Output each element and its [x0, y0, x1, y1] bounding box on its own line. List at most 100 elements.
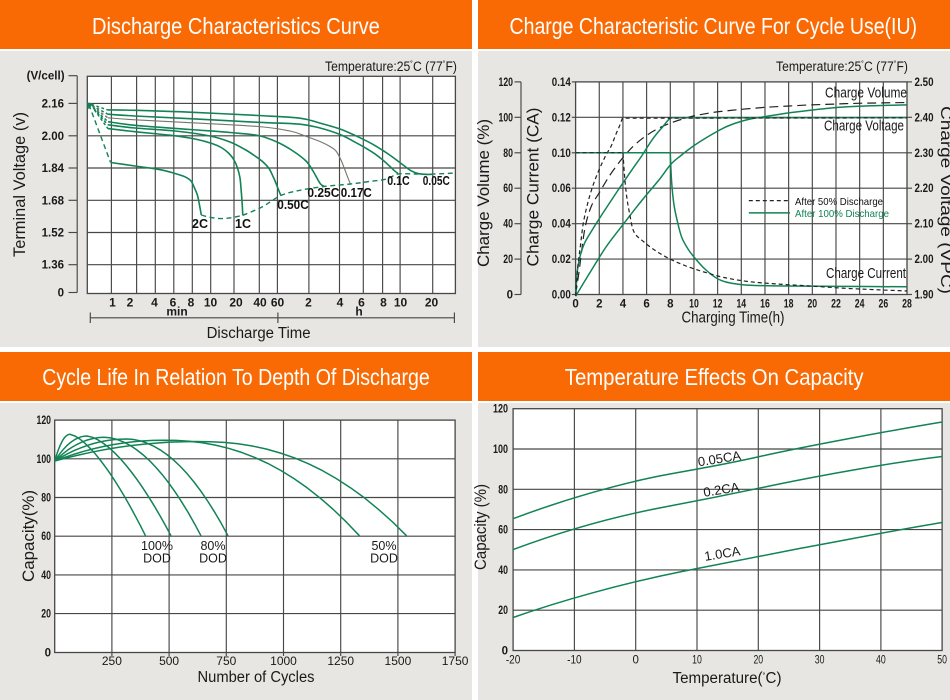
svg-text:2.10: 2.10	[915, 219, 934, 231]
svg-text:Capacity(%): Capacity(%)	[20, 490, 38, 582]
svg-text:Charge Current: Charge Current	[826, 265, 907, 282]
svg-text:50: 50	[937, 654, 947, 666]
svg-text:750: 750	[216, 654, 236, 668]
svg-text:2.00: 2.00	[42, 131, 64, 143]
svg-text:1500: 1500	[385, 654, 412, 668]
svg-text:0: 0	[45, 648, 51, 660]
svg-text:40: 40	[498, 565, 508, 577]
svg-text:30: 30	[815, 654, 825, 666]
svg-text:2.00: 2.00	[915, 254, 934, 266]
svg-text:Temperature:25˚C (77˚F): Temperature:25˚C (77˚F)	[325, 59, 457, 74]
svg-text:1.36: 1.36	[42, 260, 64, 272]
svg-text:0.12: 0.12	[552, 112, 571, 124]
svg-text:100%: 100%	[141, 539, 173, 553]
svg-text:2C: 2C	[192, 217, 208, 231]
svg-text:80: 80	[503, 148, 513, 160]
svg-text:DOD: DOD	[370, 552, 398, 566]
svg-text:120: 120	[499, 77, 514, 89]
svg-text:20: 20	[425, 296, 439, 310]
svg-text:Charge Volume: Charge Volume	[825, 85, 907, 102]
svg-text:2: 2	[305, 296, 312, 310]
svg-text:1.84: 1.84	[42, 163, 65, 175]
svg-text:0.25C: 0.25C	[307, 186, 339, 200]
svg-text:Charge Voltage: Charge Voltage	[824, 117, 904, 134]
svg-text:12: 12	[713, 299, 723, 311]
svg-text:2: 2	[596, 299, 602, 311]
svg-text:0.10: 0.10	[552, 148, 571, 160]
svg-text:20: 20	[41, 609, 51, 621]
svg-text:0.2CA: 0.2CA	[702, 479, 740, 500]
svg-text:40: 40	[253, 296, 267, 310]
svg-text:0.14: 0.14	[552, 77, 572, 89]
svg-text:20: 20	[498, 605, 508, 617]
svg-text:20: 20	[229, 296, 243, 310]
svg-text:1: 1	[109, 296, 116, 310]
svg-text:Charge Current (CA): Charge Current (CA)	[525, 108, 543, 267]
svg-text:10: 10	[204, 296, 218, 310]
svg-text:20: 20	[753, 654, 763, 666]
svg-text:Charge Volume (%): Charge Volume (%)	[475, 119, 493, 267]
svg-text:0: 0	[632, 654, 638, 666]
svg-text:min: min	[166, 305, 187, 319]
svg-text:4: 4	[337, 296, 344, 310]
svg-text:120: 120	[493, 404, 508, 416]
svg-text:6: 6	[643, 299, 649, 311]
svg-text:250: 250	[102, 654, 122, 668]
svg-text:20: 20	[807, 299, 817, 311]
svg-text:8: 8	[667, 299, 674, 311]
svg-text:Temperature:25˚C (77˚F): Temperature:25˚C (77˚F)	[776, 59, 908, 74]
svg-text:2.30: 2.30	[915, 148, 934, 160]
svg-text:60: 60	[271, 296, 285, 310]
svg-text:0.05CA: 0.05CA	[697, 448, 742, 470]
svg-text:1000: 1000	[270, 654, 297, 668]
svg-text:40: 40	[503, 219, 513, 231]
svg-text:2.16: 2.16	[42, 98, 64, 110]
svg-text:Terminal Voltage (v): Terminal Voltage (v)	[11, 112, 29, 257]
svg-text:0.00: 0.00	[552, 290, 571, 302]
svg-text:0: 0	[507, 290, 513, 302]
svg-text:14: 14	[736, 299, 746, 311]
svg-text:Charging Time(h): Charging Time(h)	[682, 310, 785, 327]
svg-text:20: 20	[503, 254, 513, 266]
svg-text:Temperature(˚C): Temperature(˚C)	[673, 670, 782, 687]
svg-text:1750: 1750	[442, 654, 469, 668]
svg-text:18: 18	[784, 299, 794, 311]
svg-text:1.68: 1.68	[42, 195, 65, 207]
svg-text:120: 120	[37, 415, 52, 427]
svg-text:Discharge Time: Discharge Time	[207, 325, 311, 342]
svg-text:10: 10	[394, 296, 408, 310]
svg-text:2.40: 2.40	[915, 112, 934, 124]
svg-text:6: 6	[358, 296, 365, 310]
svg-text:60: 60	[498, 525, 508, 537]
svg-text:100: 100	[37, 454, 52, 466]
svg-text:2: 2	[127, 296, 134, 310]
svg-text:1C: 1C	[235, 217, 251, 231]
svg-text:40: 40	[41, 570, 51, 582]
svg-text:-10: -10	[567, 654, 582, 666]
svg-text:4: 4	[620, 299, 627, 311]
svg-text:80: 80	[498, 484, 508, 496]
svg-text:0: 0	[502, 646, 508, 658]
svg-text:16: 16	[760, 299, 770, 311]
svg-text:80: 80	[41, 493, 51, 505]
svg-text:After 50% Discharge: After 50% Discharge	[795, 196, 883, 208]
svg-text:100: 100	[499, 112, 514, 124]
svg-text:h: h	[355, 305, 362, 319]
svg-text:4: 4	[151, 296, 158, 310]
svg-text:0: 0	[58, 288, 64, 300]
svg-text:10: 10	[689, 299, 699, 311]
svg-text:0.1C: 0.1C	[387, 174, 410, 188]
svg-text:Capacity (%): Capacity (%)	[472, 484, 490, 570]
svg-text:8: 8	[188, 296, 195, 310]
svg-text:500: 500	[159, 654, 179, 668]
svg-text:-20: -20	[506, 654, 521, 666]
svg-text:0.06: 0.06	[552, 183, 571, 195]
svg-text:26: 26	[878, 299, 888, 311]
svg-text:60: 60	[503, 183, 513, 195]
svg-text:100: 100	[493, 444, 508, 456]
svg-text:10: 10	[692, 654, 702, 666]
svg-text:0.50C: 0.50C	[277, 198, 309, 212]
svg-text:DOD: DOD	[143, 552, 171, 566]
svg-text:Number of Cycles: Number of Cycles	[198, 669, 315, 686]
svg-text:28: 28	[902, 299, 912, 311]
